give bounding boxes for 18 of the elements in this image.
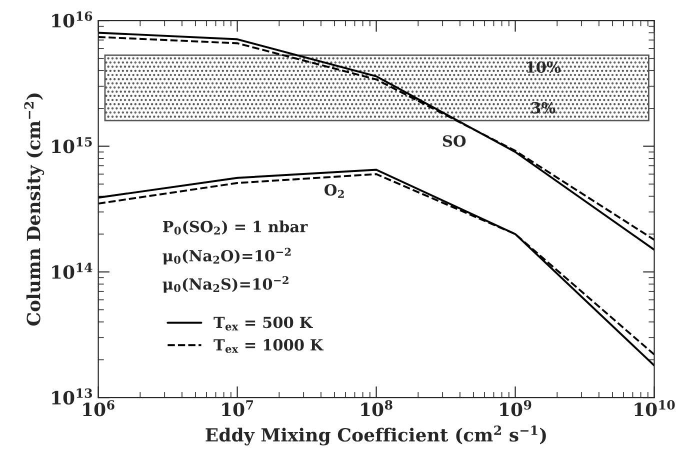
x-tick-label: 10$^{6}$ [83, 400, 114, 416]
x-tick-label: 10$^{10}$ [634, 400, 675, 416]
x-tick-label: 10$^{9}$ [500, 400, 532, 416]
annotation: 3% [532, 102, 556, 114]
x-axis-title: Eddy Mixing Coefficient (cm$^{2}$ s$^{−1}$) [206, 425, 546, 446]
y-tick-label: 10$^{16}$ [52, 11, 92, 28]
annotation: μ$_{0}$(Na$_{2}$O)=10$^{−2}$ [162, 248, 291, 264]
legend-label: T$_{ex}$ = 500 K [214, 316, 313, 330]
annotation: μ$_{0}$(Na$_{2}$S)=10$^{−2}$ [162, 276, 288, 293]
annotation: P$_{0}$(SO$_{2}$) = 1 nbar [162, 220, 308, 235]
y-tick-label: 10$^{15}$ [52, 137, 92, 154]
annotation: SO [442, 135, 466, 147]
annotation: O$_{2}$ [324, 184, 344, 198]
x-tick-label: 10$^{7}$ [222, 400, 253, 416]
x-tick-label: 10$^{8}$ [361, 400, 392, 416]
y-tick-label: 10$^{14}$ [52, 262, 92, 279]
legend-label: T$_{ex}$ = 1000 K [214, 339, 324, 353]
y-axis-title: Column Density (cm$^{−2}$) [24, 94, 44, 326]
